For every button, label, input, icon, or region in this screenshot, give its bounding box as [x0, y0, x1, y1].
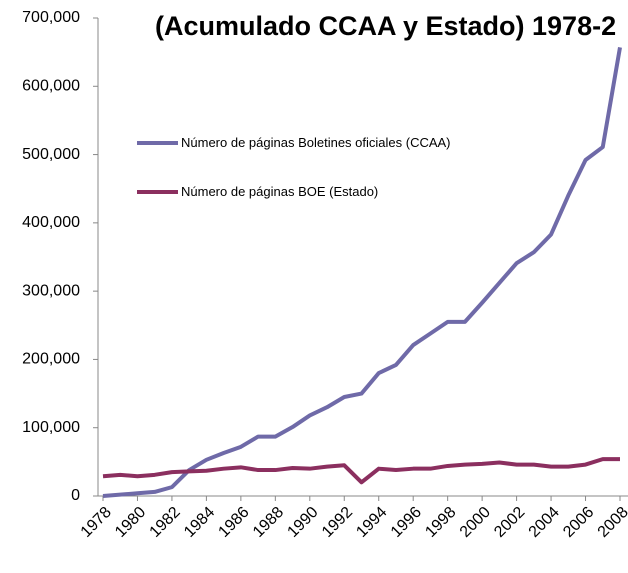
line-series: [102, 457, 620, 485]
x-tick-label: 1982: [147, 504, 184, 541]
y-tick-label: 600,000: [22, 78, 80, 95]
x-tick-label: 1996: [388, 504, 425, 541]
x-tick-label: 2004: [526, 504, 563, 541]
x-tick-label: 1998: [422, 504, 459, 541]
x-tick-label: 2008: [595, 504, 628, 541]
y-tick-label: 200,000: [22, 351, 80, 368]
x-tick-label: 1984: [181, 504, 218, 541]
x-tick-label: 1994: [353, 504, 390, 541]
line-series: [102, 47, 622, 498]
legend-label: Número de páginas Boletines oficiales (C…: [181, 135, 451, 150]
x-tick-label: 1980: [112, 504, 149, 541]
x-tick-label: 2000: [457, 504, 494, 541]
x-tick-label: 1986: [215, 504, 252, 541]
y-tick-label: 0: [71, 487, 80, 504]
x-tick-label: 1992: [319, 504, 356, 541]
y-tick-label: 500,000: [22, 146, 80, 163]
x-tick-label: 1988: [250, 504, 287, 541]
x-tick-label: 1978: [78, 504, 115, 541]
x-tick-label: 2006: [560, 504, 597, 541]
y-tick-label: 300,000: [22, 282, 80, 299]
y-tick-label: 400,000: [22, 214, 80, 231]
y-tick-label: 100,000: [22, 419, 80, 436]
x-tick-label: 1990: [284, 504, 321, 541]
x-tick-label: 2002: [491, 504, 528, 541]
legend-label: Número de páginas BOE (Estado): [181, 184, 379, 199]
y-tick-label: 700,000: [22, 9, 80, 26]
chart-title: (Acumulado CCAA y Estado) 1978-2: [155, 11, 616, 41]
